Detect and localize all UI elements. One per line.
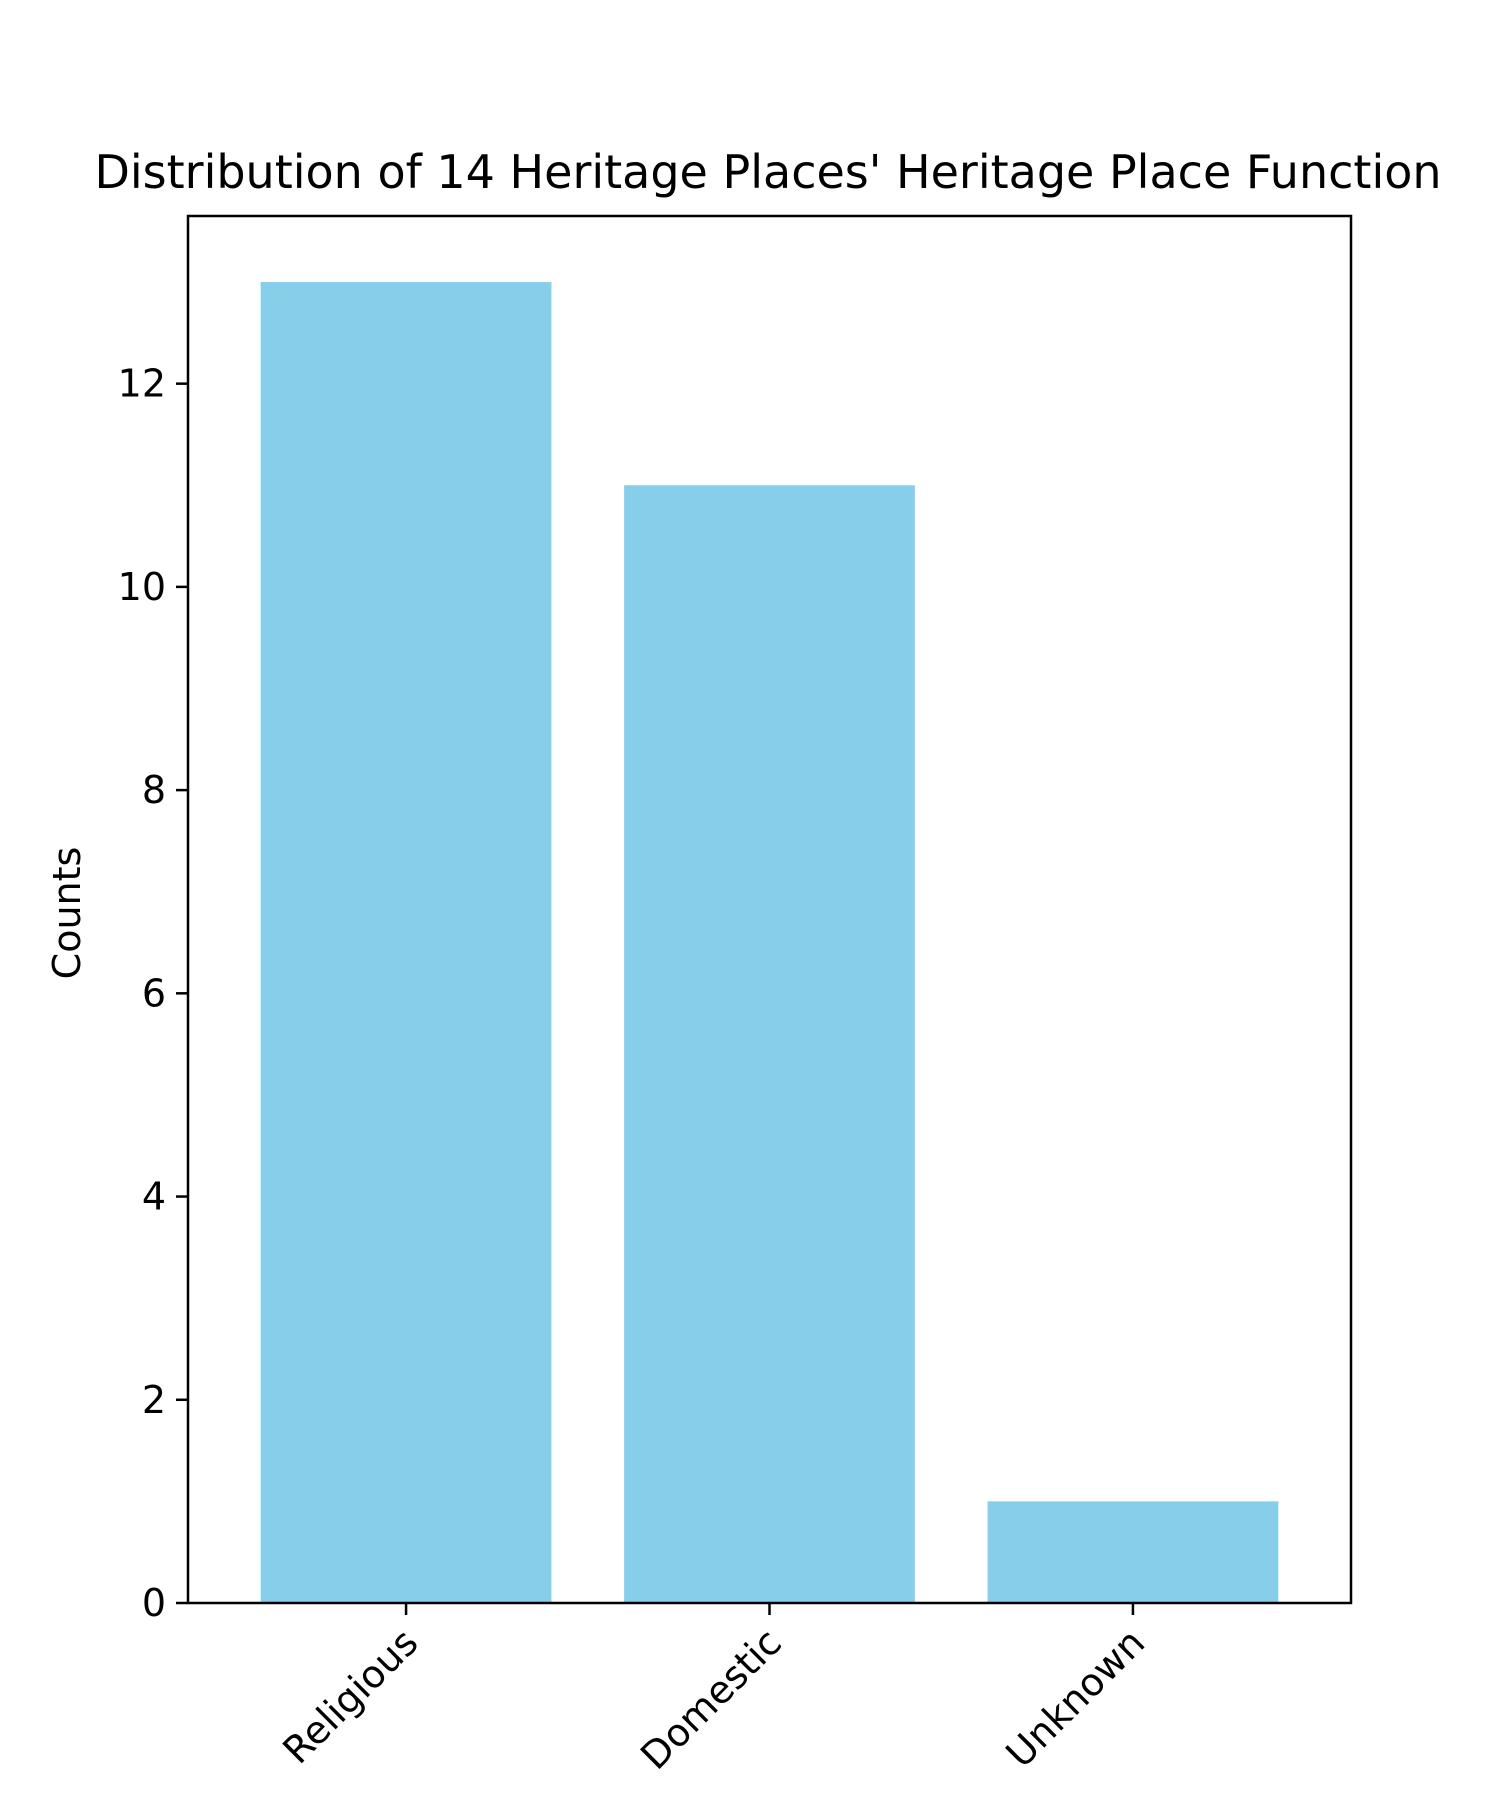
bar-domestic (624, 485, 915, 1604)
y-tick-label: 4 (142, 1175, 166, 1219)
bars-layer (260, 282, 1279, 1604)
plot-frame (186, 214, 1353, 1605)
y-axis-label: Counts (45, 847, 89, 980)
bar-religious (260, 282, 552, 1603)
y-tick-label: 12 (118, 362, 166, 406)
y-tick-label: 0 (142, 1581, 166, 1625)
chart-title: Distribution of 14 Heritage Places' Heri… (94, 145, 1441, 199)
y-tick-label: 8 (142, 768, 166, 812)
y-tick-label: 6 (142, 971, 166, 1015)
y-tick-label: 2 (142, 1378, 166, 1422)
bar-unknown (987, 1501, 1279, 1603)
y-tick-label: 10 (118, 565, 166, 609)
y-axis-ticks: 0 2 4 6 8 10 12 (118, 362, 188, 1625)
